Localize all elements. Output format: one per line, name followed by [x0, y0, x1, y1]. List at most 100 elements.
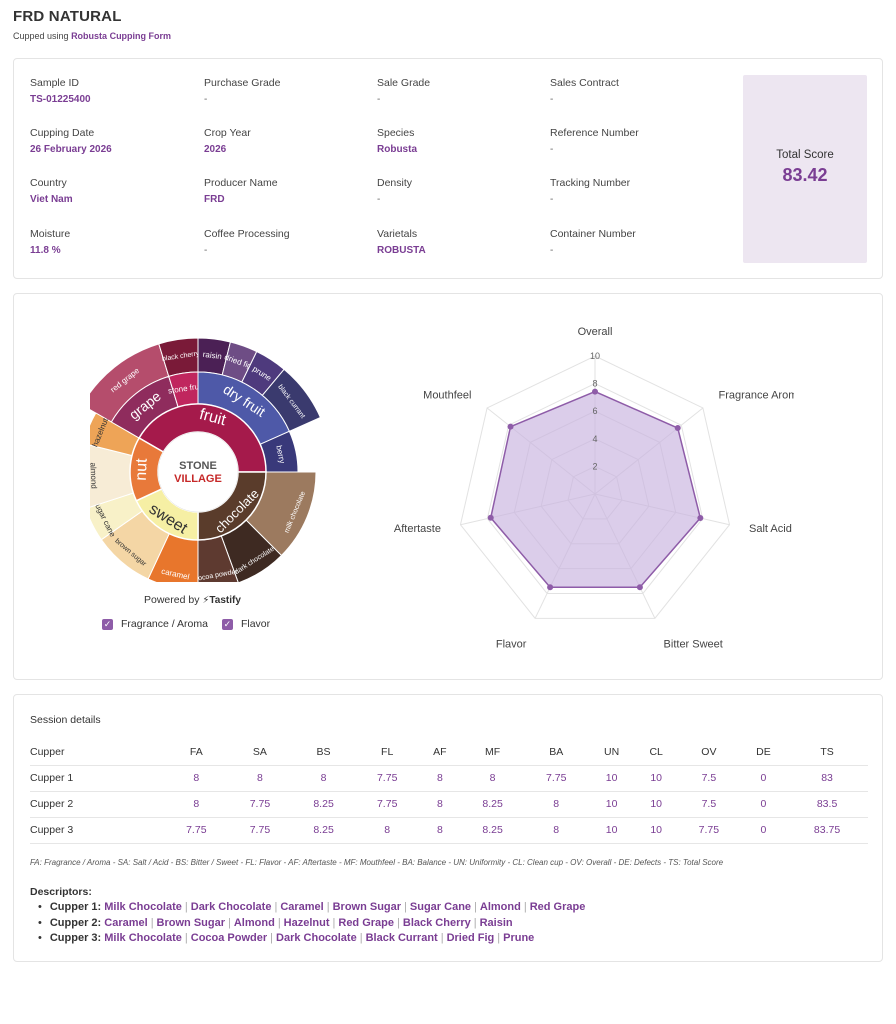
- score-cell: 10: [588, 765, 636, 792]
- legend-flavor[interactable]: ✓ Flavor: [221, 618, 270, 630]
- score-cell: 7.5: [677, 791, 741, 818]
- descriptor-separator: |: [150, 916, 154, 929]
- page-header: FRD NATURAL Cupped using Robusta Cupping…: [13, 8, 171, 41]
- descriptor-list-item: Cupper 2: Caramel|Brown Sugar|Almond|Haz…: [38, 916, 585, 932]
- info-field-label: Crop Year: [204, 127, 251, 139]
- score-cell: 10: [588, 817, 636, 844]
- descriptors-list: Cupper 1: Milk Chocolate|Dark Chocolate|…: [38, 900, 586, 947]
- descriptor-tag: Raisin: [479, 916, 513, 929]
- column-header: FA: [164, 739, 229, 766]
- score-cell: 8: [460, 765, 525, 792]
- info-field-value: -: [550, 245, 554, 256]
- descriptor-separator: |: [473, 916, 477, 929]
- column-header: SA: [228, 739, 292, 766]
- info-field: Reference Number -: [550, 127, 639, 155]
- wheel-middle-label: berry: [274, 445, 287, 465]
- descriptor-separator: |: [523, 901, 527, 913]
- score-cell: 8: [228, 765, 292, 792]
- wheel-outer-label: almond: [90, 462, 98, 489]
- score-cell: 7.75: [355, 765, 419, 792]
- checkbox-checked-icon[interactable]: ✓: [221, 618, 233, 630]
- score-cell: 7.5: [677, 765, 741, 792]
- score-cell: 8: [419, 765, 461, 792]
- cupping-form-link[interactable]: Robusta Cupping Form: [71, 31, 172, 41]
- column-header: UN: [588, 739, 636, 766]
- info-field-value: 26 February 2026: [30, 144, 112, 155]
- legend-fragrance-aroma[interactable]: ✓ Fragrance / Aroma: [102, 618, 208, 630]
- descriptor-separator: |: [397, 916, 400, 929]
- info-field-label: Sample ID: [30, 77, 80, 89]
- abbreviation-note: FA: Fragrance / Aroma - SA: Salt / Acid …: [30, 858, 724, 867]
- total-score-value: 83.42: [782, 165, 828, 185]
- descriptor-separator: |: [277, 916, 281, 929]
- table-row: Cupper 3 7.75 7.75 8.25 8 8 8.25 8 10 10 7.75 0 83.7…: [30, 817, 868, 844]
- info-field: Country Viet Nam: [30, 177, 73, 205]
- score-cell: 83.5: [786, 791, 868, 818]
- info-field: Sale Grade -: [377, 77, 430, 105]
- radar-point[interactable]: [547, 584, 554, 591]
- score-cell: 8: [419, 791, 461, 818]
- radar-point[interactable]: [697, 515, 704, 522]
- cupper-name-cell: Cupper 1: [30, 765, 165, 792]
- wheel-legend: ✓ Fragrance / Aroma ✓ Flavor: [102, 618, 284, 630]
- radar-grid-ring: [486, 383, 704, 594]
- descriptor-tag: Dark Chocolate: [276, 932, 357, 944]
- descriptor-separator: |: [184, 901, 188, 913]
- info-field: Producer Name FRD: [204, 177, 278, 205]
- info-field-value: Robusta: [377, 144, 417, 155]
- info-field-value: -: [550, 144, 554, 155]
- column-header: Cupper: [30, 739, 165, 766]
- info-field-label: Cupping Date: [30, 127, 95, 139]
- info-field-label: Species: [377, 127, 415, 139]
- radar-grid-ring: [459, 355, 731, 619]
- score-cell: 7.75: [677, 817, 741, 844]
- descriptor-tag: Almond: [233, 916, 275, 929]
- score-cell: 8.25: [460, 791, 525, 818]
- cupper-name-cell: Cupper 3: [30, 817, 165, 844]
- score-cell: 8: [164, 765, 229, 792]
- score-cell: 7.75: [524, 765, 589, 792]
- descriptor-separator: |: [332, 916, 336, 929]
- info-field-value: 11.8 %: [30, 245, 61, 256]
- descriptor-separator: |: [228, 916, 231, 929]
- tastify-logo: ⚡Tastify: [202, 595, 241, 606]
- descriptor-separator: |: [404, 901, 407, 913]
- info-field: Sales Contract -: [550, 77, 619, 105]
- column-header: FL: [355, 739, 419, 766]
- column-header: BA: [524, 739, 589, 766]
- info-field-label: Tracking Number: [550, 177, 631, 189]
- descriptor-tag: Caramel: [280, 901, 324, 913]
- radar-axis-label: Salt Acid: [749, 523, 792, 535]
- radar-point[interactable]: [487, 514, 494, 521]
- descriptor-separator: |: [440, 932, 444, 944]
- radar-tick-label: 4: [592, 434, 597, 444]
- charts-card: red grape black cherry raisin dried fig prun…: [13, 293, 883, 680]
- info-field-value: Viet Nam: [30, 194, 73, 205]
- radar-tick-label: 2: [592, 461, 597, 471]
- score-cell: 8.25: [460, 817, 525, 844]
- sample-info-card: Sample ID TS-01225400 Purchase Grade - Sale …: [13, 58, 883, 279]
- descriptor-tag: Almond: [479, 901, 521, 913]
- radar-point[interactable]: [674, 425, 681, 432]
- total-score-label: Total Score: [776, 149, 834, 161]
- descriptor-tag: Dark Chocolate: [190, 901, 272, 913]
- powered-by-text: Powered by: [144, 594, 200, 606]
- radar-point[interactable]: [592, 388, 598, 395]
- radar-tick-label: 8: [592, 379, 597, 389]
- info-field-label: Producer Name: [204, 177, 278, 189]
- score-cell: 8: [524, 791, 589, 818]
- radar-axis-label: Overall: [578, 326, 613, 338]
- descriptor-tag: Cocoa Powder: [190, 932, 268, 944]
- info-field-value: -: [550, 194, 554, 205]
- descriptor-separator: |: [274, 901, 278, 913]
- descriptor-tag: Caramel: [104, 916, 148, 929]
- info-field-value: 2026: [204, 144, 227, 155]
- radar-axis-label: Flavor: [496, 638, 527, 650]
- descriptor-cupper-name: Cupper 1:: [49, 901, 102, 913]
- cupper-name-cell: Cupper 2: [30, 791, 165, 818]
- checkbox-checked-icon[interactable]: ✓: [102, 618, 113, 630]
- radar-point[interactable]: [636, 584, 643, 591]
- powered-by: Powered by ⚡Tastify: [144, 594, 241, 606]
- radar-point[interactable]: [507, 423, 514, 430]
